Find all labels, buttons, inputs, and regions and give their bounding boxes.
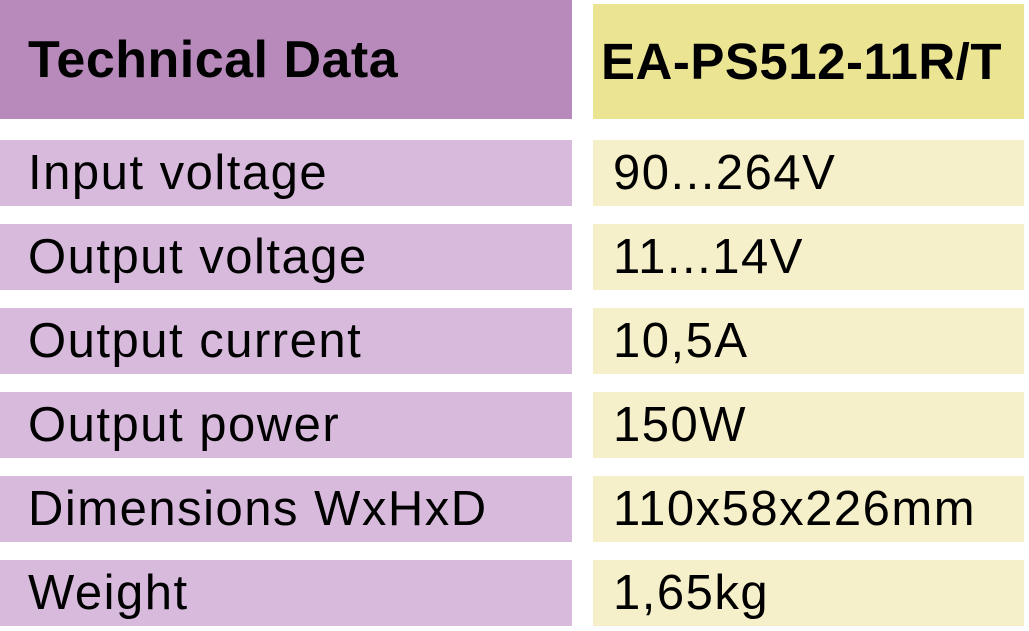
column-gap bbox=[572, 308, 593, 374]
right-margin bbox=[1024, 140, 1029, 206]
right-margin bbox=[1024, 308, 1029, 374]
model-name: EA-PS512-11R/T bbox=[601, 33, 1003, 90]
spec-value-cell: 110x58x226mm bbox=[593, 476, 1024, 542]
table-row: Output current 10,5A bbox=[0, 308, 1029, 374]
right-margin bbox=[1024, 0, 1029, 119]
spec-value: 10,5A bbox=[613, 314, 749, 368]
spec-label-cell: Dimensions WxHxD bbox=[0, 476, 572, 542]
spec-label: Dimensions WxHxD bbox=[28, 482, 488, 536]
model-header-cell: EA-PS512-11R/T bbox=[593, 4, 1024, 119]
table-row: Dimensions WxHxD 110x58x226mm bbox=[0, 476, 1029, 542]
column-gap bbox=[572, 224, 593, 290]
spec-value: 1,65kg bbox=[613, 566, 770, 620]
table-row: Weight 1,65kg bbox=[0, 560, 1029, 626]
spec-value: 11...14V bbox=[613, 230, 804, 284]
spec-label: Weight bbox=[28, 566, 189, 620]
column-gap bbox=[572, 140, 593, 206]
spec-label-cell: Output current bbox=[0, 308, 572, 374]
spec-label: Input voltage bbox=[28, 146, 329, 200]
table-title: Technical Data bbox=[28, 30, 399, 89]
right-margin bbox=[1024, 560, 1029, 626]
spec-label-cell: Input voltage bbox=[0, 140, 572, 206]
spec-value: 150W bbox=[613, 398, 748, 452]
column-gap bbox=[572, 0, 593, 119]
spec-value: 90...264V bbox=[613, 146, 837, 200]
spec-value-cell: 90...264V bbox=[593, 140, 1024, 206]
spec-value-cell: 1,65kg bbox=[593, 560, 1024, 626]
table-row: Output voltage 11...14V bbox=[0, 224, 1029, 290]
table-header-row: Technical Data EA-PS512-11R/T bbox=[0, 0, 1029, 119]
spec-label-cell: Output voltage bbox=[0, 224, 572, 290]
table-title-cell: Technical Data bbox=[0, 0, 572, 119]
spec-value-cell: 150W bbox=[593, 392, 1024, 458]
spec-label-cell: Output power bbox=[0, 392, 572, 458]
spec-value-cell: 11...14V bbox=[593, 224, 1024, 290]
right-margin bbox=[1024, 224, 1029, 290]
spec-label: Output current bbox=[28, 314, 363, 368]
table-row: Input voltage 90...264V bbox=[0, 140, 1029, 206]
spec-label-cell: Weight bbox=[0, 560, 572, 626]
spec-value-cell: 10,5A bbox=[593, 308, 1024, 374]
spec-label: Output voltage bbox=[28, 230, 368, 284]
column-gap bbox=[572, 476, 593, 542]
column-gap bbox=[572, 560, 593, 626]
spec-label: Output power bbox=[28, 398, 341, 452]
spec-value: 110x58x226mm bbox=[613, 482, 977, 536]
table-row: Output power 150W bbox=[0, 392, 1029, 458]
right-margin bbox=[1024, 392, 1029, 458]
right-margin bbox=[1024, 476, 1029, 542]
column-gap bbox=[572, 392, 593, 458]
